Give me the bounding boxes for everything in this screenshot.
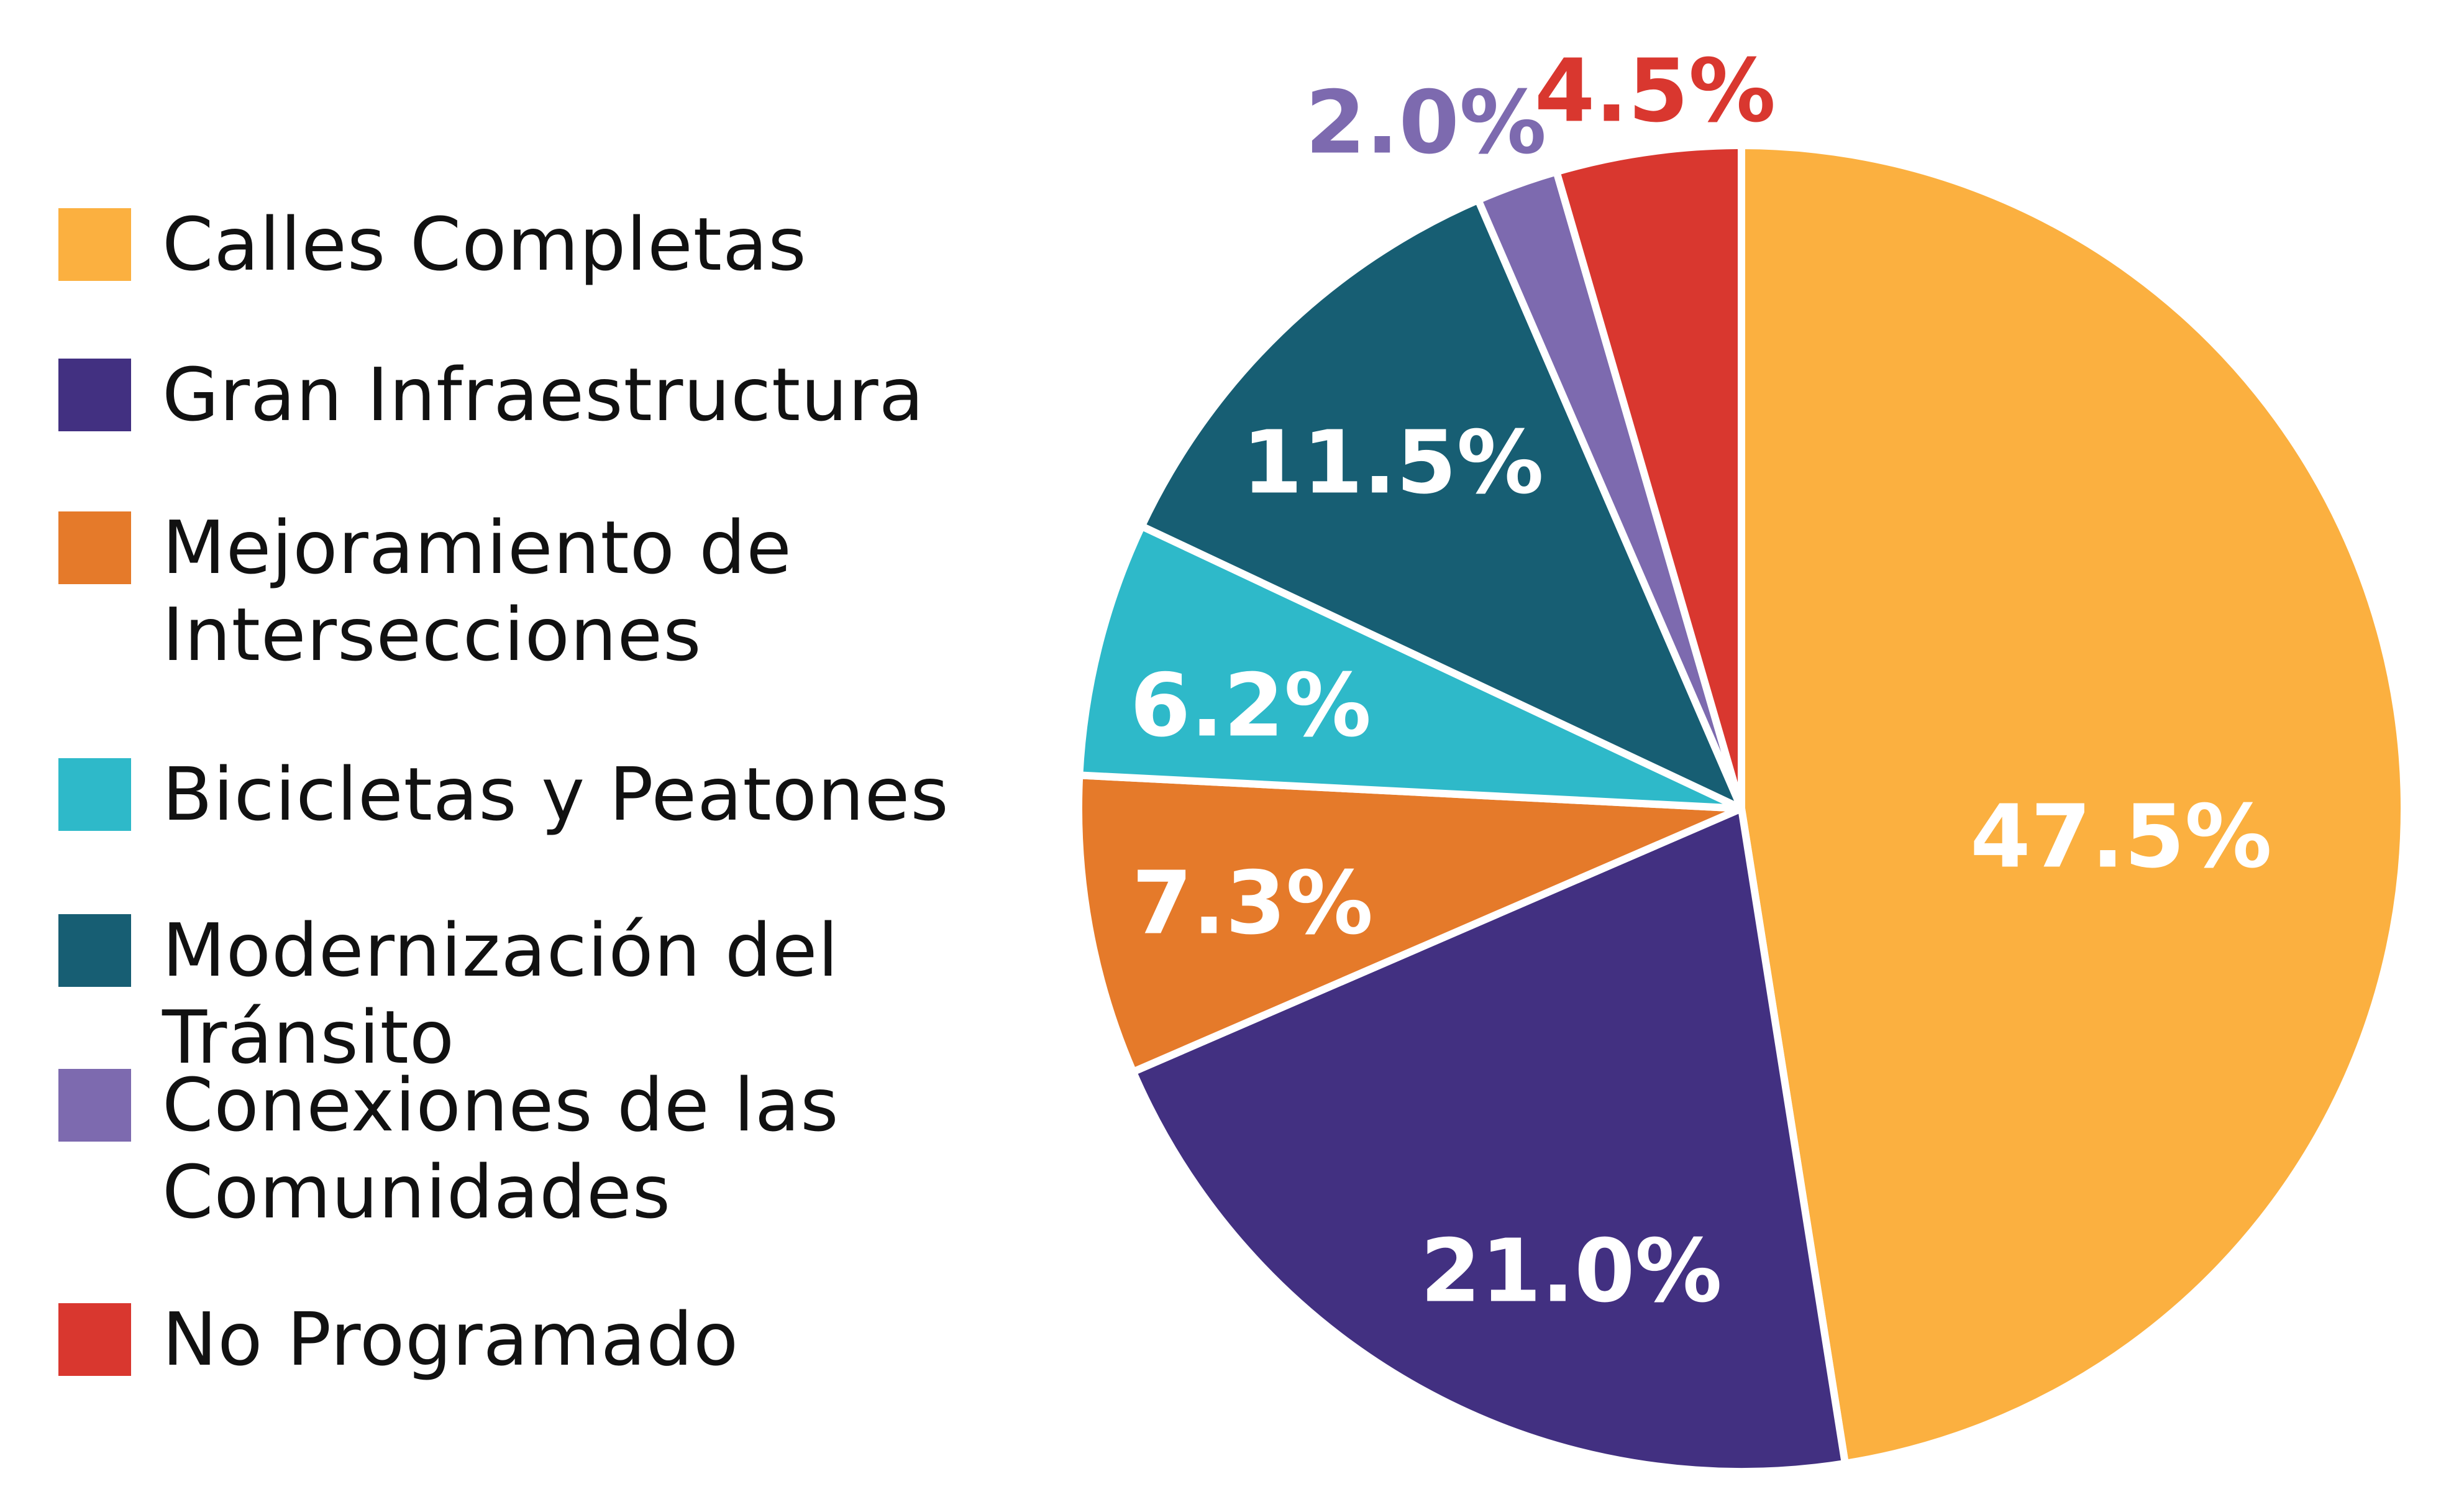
legend-label: No Programado — [162, 1296, 739, 1382]
legend-item: Calles Completas — [58, 201, 1115, 288]
slice-value-label: 6.2% — [1130, 656, 1371, 757]
legend-swatch — [58, 208, 131, 281]
pie-slice — [1129, 805, 1849, 1475]
legend-item: No Programado — [58, 1296, 1115, 1383]
legend-item: Bicicletas y Peatones — [58, 751, 1115, 838]
legend-item: Conexiones de las Comunidades — [58, 1062, 1115, 1235]
legend-label: Mejoramiento de Intersecciones — [162, 505, 792, 677]
legend-item: Modernización del Tránsito — [58, 907, 1115, 1081]
legend-item: Gran Infraestructura — [58, 352, 1115, 438]
pie-slice — [1075, 771, 1745, 1076]
legend-label: Calles Completas — [162, 201, 807, 287]
legend-swatch — [58, 1069, 131, 1142]
legend-swatch — [58, 511, 131, 584]
slice-value-label: 11.5% — [1242, 413, 1544, 514]
pie-slice — [1138, 196, 1745, 812]
legend-label: Modernización del Tránsito — [162, 907, 839, 1080]
slice-value-label: 7.3% — [1132, 853, 1373, 955]
legend-label: Bicicletas y Peatones — [162, 751, 949, 837]
legend-item: Mejoramiento de Intersecciones — [58, 505, 1115, 678]
slice-value-label: 47.5% — [1970, 787, 2272, 888]
legend-label: Gran Infraestructura — [162, 352, 924, 438]
slice-value-label: 2.0% — [1305, 73, 1546, 174]
pie-slice — [1553, 142, 1745, 812]
legend-label: Conexiones de las Comunidades — [162, 1062, 839, 1235]
legend-swatch — [58, 914, 131, 987]
legend-swatch — [58, 1303, 131, 1376]
pie-slice — [1075, 522, 1745, 812]
slice-value-label: 4.5% — [1535, 41, 1776, 142]
legend-swatch — [58, 359, 131, 431]
legend-swatch — [58, 758, 131, 831]
slice-value-label: 21.0% — [1420, 1221, 1722, 1322]
pie-slice — [1738, 142, 2408, 1467]
